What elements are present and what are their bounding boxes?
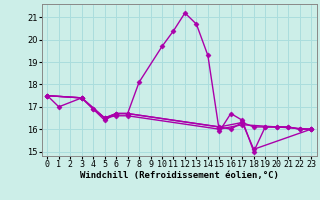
X-axis label: Windchill (Refroidissement éolien,°C): Windchill (Refroidissement éolien,°C) xyxy=(80,171,279,180)
